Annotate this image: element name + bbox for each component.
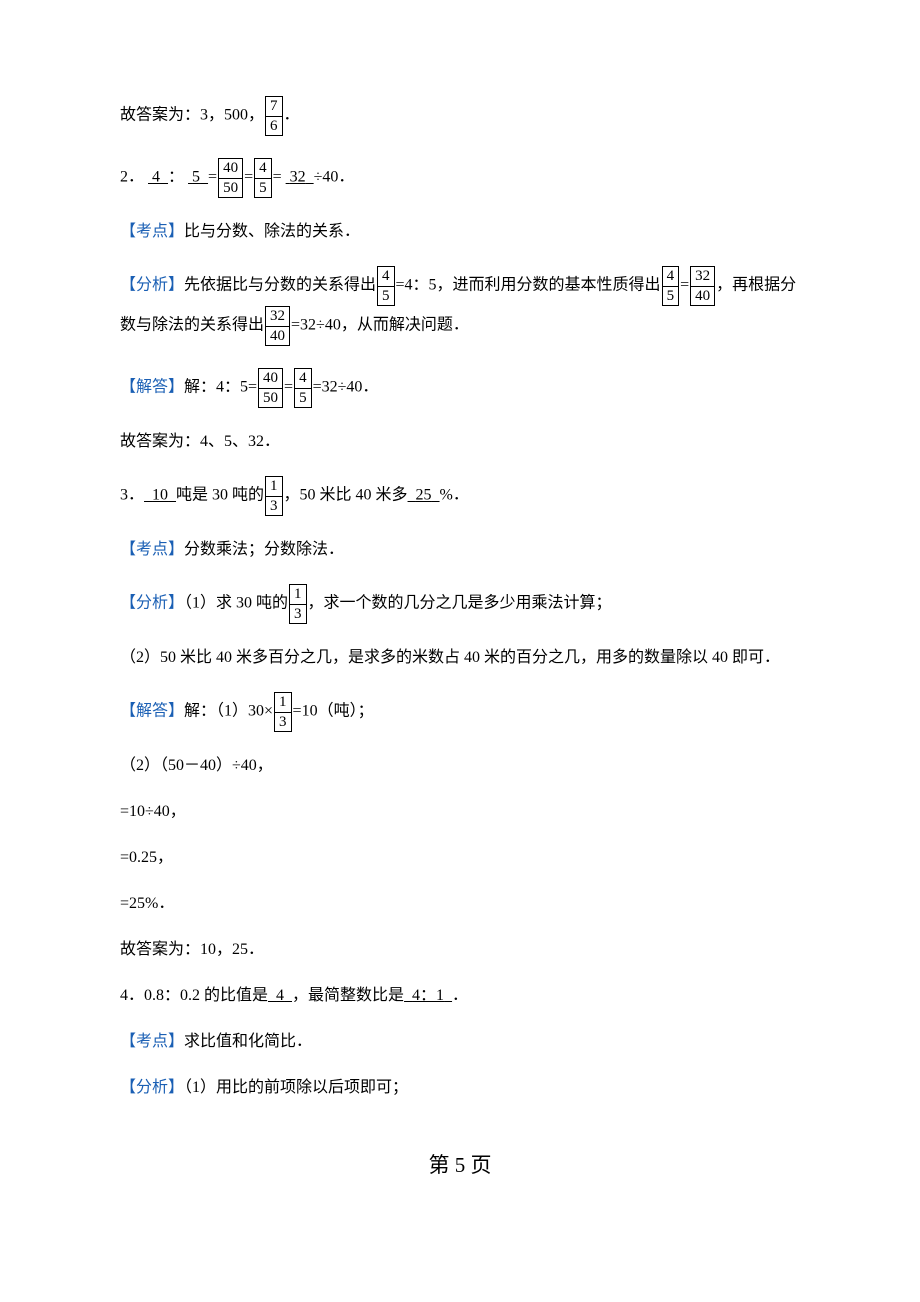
q4-line: 4．0.8：0.2 的比值是 xyxy=(120,987,268,1004)
kaodian-label: 【考点】 xyxy=(120,223,184,240)
q3-frac: 13 xyxy=(265,476,283,516)
q2-stem: 2． 4 ： 5 =4050=45= 32 ÷40． xyxy=(120,158,800,198)
q2-ffrac1: 45 xyxy=(377,266,395,306)
q4-a: 4 xyxy=(276,987,284,1004)
q2-fenxi: 【分析】先依据比与分数的关系得出45=4：5，进而利用分数的基本性质得出45=3… xyxy=(120,266,800,346)
q3-a: 10 xyxy=(152,487,168,504)
q2-jtail: =32÷40． xyxy=(313,379,379,396)
kaodian-label: 【考点】 xyxy=(120,1033,184,1050)
q2-jieda: 【解答】解：4：5=4050=45=32÷40． xyxy=(120,368,800,408)
q2-jeq: = xyxy=(284,379,293,396)
jieda-label: 【解答】 xyxy=(120,379,184,396)
q4-mid: ，最简整数比是 xyxy=(292,987,404,1004)
q3-kaodian: 【考点】分数乘法；分数除法． xyxy=(120,538,800,562)
q3-fenxi-p1: （1）求 30 吨的 xyxy=(184,595,288,612)
q3-no: 3． xyxy=(120,487,144,504)
q3-j2: （2）（50－40）÷40， xyxy=(120,754,800,778)
q4-b: 4：1 xyxy=(412,987,444,1004)
q3-j5: =25%． xyxy=(120,892,800,916)
q2-div40: ÷40． xyxy=(314,169,355,186)
fenxi-label: 【分析】 xyxy=(120,595,184,612)
q2-ffrac3: 3240 xyxy=(265,306,290,346)
kaodian-label: 【考点】 xyxy=(120,541,184,558)
q2-eq3: = xyxy=(273,169,282,186)
q3-p2: ，50 米比 40 米多 xyxy=(284,487,408,504)
q4-tail: ． xyxy=(452,987,468,1004)
q2-fenxi-p2: =4：5，进而利用分数的基本性质得出 xyxy=(396,277,661,294)
q2-ffrac2b: 3240 xyxy=(690,266,715,306)
q2-no: 2． xyxy=(120,169,144,186)
q2-ffrac2a: 45 xyxy=(662,266,680,306)
q3-p3: %． xyxy=(440,487,469,504)
q3-jfrac: 13 xyxy=(274,692,292,732)
q3-j4: =0.25， xyxy=(120,846,800,870)
q2-colon: ： xyxy=(168,169,184,186)
q2-fenxi-p4: =32÷40，从而解决问题． xyxy=(291,317,469,334)
q3-fenxi-p2: ，求一个数的几分之几是多少用乘法计算； xyxy=(308,595,612,612)
q3-fenxi-1: 【分析】（1）求 30 吨的13，求一个数的几分之几是多少用乘法计算； xyxy=(120,584,800,624)
q2-eq1: = xyxy=(208,169,217,186)
q2-kaodian-text: 比与分数、除法的关系． xyxy=(184,223,360,240)
q1-answer: 故答案为：3，500，76． xyxy=(120,96,800,136)
q3-answer: 故答案为：10，25． xyxy=(120,938,800,962)
q3-jieda-1: 【解答】解：（1）30×13=10（吨）； xyxy=(120,692,800,732)
q3-kaodian-text: 分数乘法；分数除法． xyxy=(184,541,344,558)
q4-fenxi: 【分析】（1）用比的前项除以后项即可； xyxy=(120,1076,800,1100)
q3-j1a: 解：（1）30× xyxy=(184,703,273,720)
q2-jie: 解：4：5= xyxy=(184,379,257,396)
q2-answer: 故答案为：4、5、32． xyxy=(120,430,800,454)
q3-ffrac: 13 xyxy=(289,584,307,624)
q2-jfrac2: 45 xyxy=(294,368,312,408)
q3-stem: 3． 10 吨是 30 吨的13，50 米比 40 米多 25 %． xyxy=(120,476,800,516)
q3-j1b: =10（吨）； xyxy=(293,703,374,720)
q2-frac1: 4050 xyxy=(218,158,243,198)
q2-b: 5 xyxy=(192,169,200,186)
q3-j3: =10÷40， xyxy=(120,800,800,824)
q2-eq2: = xyxy=(244,169,253,186)
q4-kaodian-text: 求比值和化简比． xyxy=(184,1033,312,1050)
q2-kaodian: 【考点】比与分数、除法的关系． xyxy=(120,220,800,244)
q4-kaodian: 【考点】求比值和化简比． xyxy=(120,1030,800,1054)
q3-fenxi-2: （2）50 米比 40 米多百分之几，是求多的米数占 40 米的百分之几，用多的… xyxy=(120,646,800,670)
page-footer: 第 5 页 xyxy=(120,1150,800,1182)
jieda-label: 【解答】 xyxy=(120,703,184,720)
q2-a: 4 xyxy=(152,169,160,186)
q3-p1: 吨是 30 吨的 xyxy=(176,487,264,504)
q1-answer-prefix: 故答案为：3，500， xyxy=(120,107,264,124)
fenxi-label: 【分析】 xyxy=(120,1079,184,1096)
q2-jfrac1: 4050 xyxy=(258,368,283,408)
q2-frac2: 45 xyxy=(254,158,272,198)
q2-fenxi-p1: 先依据比与分数的关系得出 xyxy=(184,277,376,294)
q2-eqmid: = xyxy=(680,277,689,294)
q1-frac: 76 xyxy=(265,96,283,136)
q4-stem: 4．0.8：0.2 的比值是 4 ，最简整数比是 4：1 ． xyxy=(120,984,800,1008)
q2-c: 32 xyxy=(290,169,306,186)
q1-suffix: ． xyxy=(284,107,300,124)
q3-b: 25 xyxy=(416,487,432,504)
q4-fenxi-text: （1）用比的前项除以后项即可； xyxy=(184,1079,408,1096)
fenxi-label: 【分析】 xyxy=(120,277,184,294)
